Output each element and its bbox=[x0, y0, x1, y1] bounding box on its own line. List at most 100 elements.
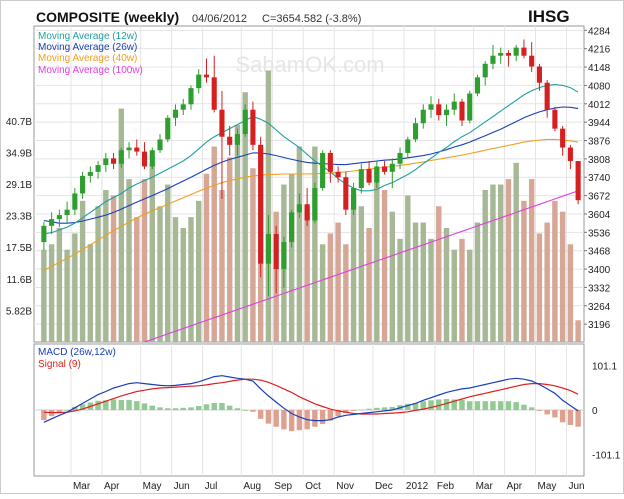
macd-histogram-bar bbox=[211, 402, 217, 410]
volume-bar bbox=[536, 233, 543, 342]
candle-body bbox=[258, 144, 264, 264]
chart-title: COMPOSITE (weekly) bbox=[36, 9, 179, 25]
volume-bar bbox=[381, 189, 388, 342]
candle-body bbox=[180, 104, 186, 110]
legend-ma100: Moving Average (100w) bbox=[38, 65, 143, 76]
volume-bar bbox=[126, 179, 132, 342]
volume-bar bbox=[312, 146, 318, 342]
macd-histogram-bar bbox=[575, 410, 581, 427]
volume-bar bbox=[304, 206, 310, 342]
volume-bar bbox=[412, 222, 419, 342]
volume-bar bbox=[211, 146, 217, 342]
price-tick-label: 3536 bbox=[588, 228, 611, 239]
x-tick-label: Jul bbox=[205, 481, 218, 492]
volume-bar bbox=[141, 179, 148, 342]
volume-bar bbox=[436, 206, 442, 342]
volume-bar bbox=[56, 227, 63, 342]
candle-layer bbox=[41, 39, 581, 297]
macd-histogram-bar bbox=[428, 400, 434, 410]
volume-bar bbox=[482, 189, 488, 342]
volume-bar bbox=[234, 124, 241, 342]
candle-body bbox=[567, 147, 573, 162]
macd-histogram-bar bbox=[513, 402, 519, 410]
x-tick-label: Feb bbox=[437, 481, 455, 492]
volume-tick-label: 40.7B bbox=[6, 117, 32, 128]
volume-bar bbox=[474, 222, 481, 342]
volume-bar bbox=[134, 217, 140, 342]
candle-body bbox=[149, 150, 155, 167]
candle-body bbox=[420, 109, 426, 124]
macd-histogram-bar bbox=[95, 400, 101, 410]
candle-body bbox=[118, 150, 124, 164]
macd-histogram-bar bbox=[497, 401, 504, 410]
price-tick-label: 3808 bbox=[588, 155, 611, 166]
price-tick-label: 3468 bbox=[588, 247, 611, 258]
candle-body bbox=[95, 165, 101, 172]
candle-body bbox=[451, 101, 457, 110]
candle-body bbox=[126, 147, 132, 151]
volume-bar bbox=[95, 206, 101, 342]
volume-bar bbox=[443, 227, 450, 342]
macd-histogram-bar bbox=[436, 399, 442, 410]
volume-bar bbox=[521, 200, 527, 342]
macd-histogram-bar bbox=[180, 407, 186, 410]
macd-histogram-bar bbox=[350, 410, 357, 411]
candle-body bbox=[196, 74, 202, 89]
candle-body bbox=[211, 77, 217, 110]
macd-layer bbox=[41, 375, 581, 432]
volume-bar bbox=[389, 211, 396, 342]
macd-histogram-bar bbox=[56, 410, 63, 413]
legend-macd: MACD (26w,12w) bbox=[38, 347, 116, 358]
macd-histogram-bar bbox=[273, 410, 279, 427]
candle-body bbox=[575, 161, 581, 201]
candle-body bbox=[111, 158, 117, 164]
macd-tick-label: 0 bbox=[592, 406, 598, 417]
volume-bar bbox=[172, 217, 179, 342]
volume-bar bbox=[428, 238, 434, 342]
volume-bar bbox=[157, 206, 163, 342]
x-tick-label: Sep bbox=[274, 481, 292, 492]
macd-histogram-bar bbox=[559, 410, 566, 423]
signal-line bbox=[43, 378, 579, 415]
legend-ma40: Moving Average (40w) bbox=[38, 53, 137, 64]
candle-body bbox=[521, 47, 527, 56]
legend-ma26: Moving Average (26w) bbox=[38, 42, 137, 53]
volume-bar bbox=[559, 211, 566, 342]
volume-bar bbox=[420, 222, 426, 342]
candle-body bbox=[467, 93, 473, 121]
candle-body bbox=[382, 166, 388, 172]
macd-histogram-bar bbox=[544, 410, 550, 415]
macd-histogram-bar bbox=[358, 409, 365, 411]
candle-body bbox=[273, 233, 279, 270]
volume-bar bbox=[505, 179, 512, 342]
candle-body bbox=[498, 53, 504, 56]
price-tick-label: 3944 bbox=[588, 118, 611, 129]
macd-histogram-bar bbox=[203, 404, 210, 410]
candle-body bbox=[134, 147, 140, 152]
candle-body bbox=[49, 219, 55, 226]
candle-body bbox=[428, 104, 434, 110]
volume-bar bbox=[567, 244, 574, 342]
candle-body bbox=[397, 152, 403, 164]
x-tick-label: Jun bbox=[569, 481, 585, 492]
candle-body bbox=[343, 177, 349, 210]
volume-bar bbox=[118, 108, 125, 343]
candle-body bbox=[203, 74, 210, 78]
volume-bar bbox=[374, 168, 380, 342]
volume-bar bbox=[467, 249, 473, 342]
candle-body bbox=[227, 136, 233, 145]
price-tick-label: 3672 bbox=[588, 192, 611, 203]
volume-bar bbox=[110, 195, 117, 342]
candle-body bbox=[296, 204, 302, 213]
moving-average-layer bbox=[43, 84, 579, 342]
macd-histogram-bar bbox=[335, 410, 341, 417]
price-tick-label: 4148 bbox=[588, 63, 611, 74]
x-tick-label: 2012 bbox=[406, 481, 429, 492]
candle-body bbox=[544, 82, 550, 110]
x-axis: Mar Apr May Jun Jul Aug Sep Oct Nov Dec 2012 Feb Mar… bbox=[73, 481, 585, 492]
close-info: C=3654.582 (-3.8%) bbox=[262, 13, 361, 25]
x-tick-label: Oct bbox=[305, 481, 321, 492]
x-tick-label: Apr bbox=[507, 481, 523, 492]
macd-histogram-bar bbox=[319, 410, 326, 425]
